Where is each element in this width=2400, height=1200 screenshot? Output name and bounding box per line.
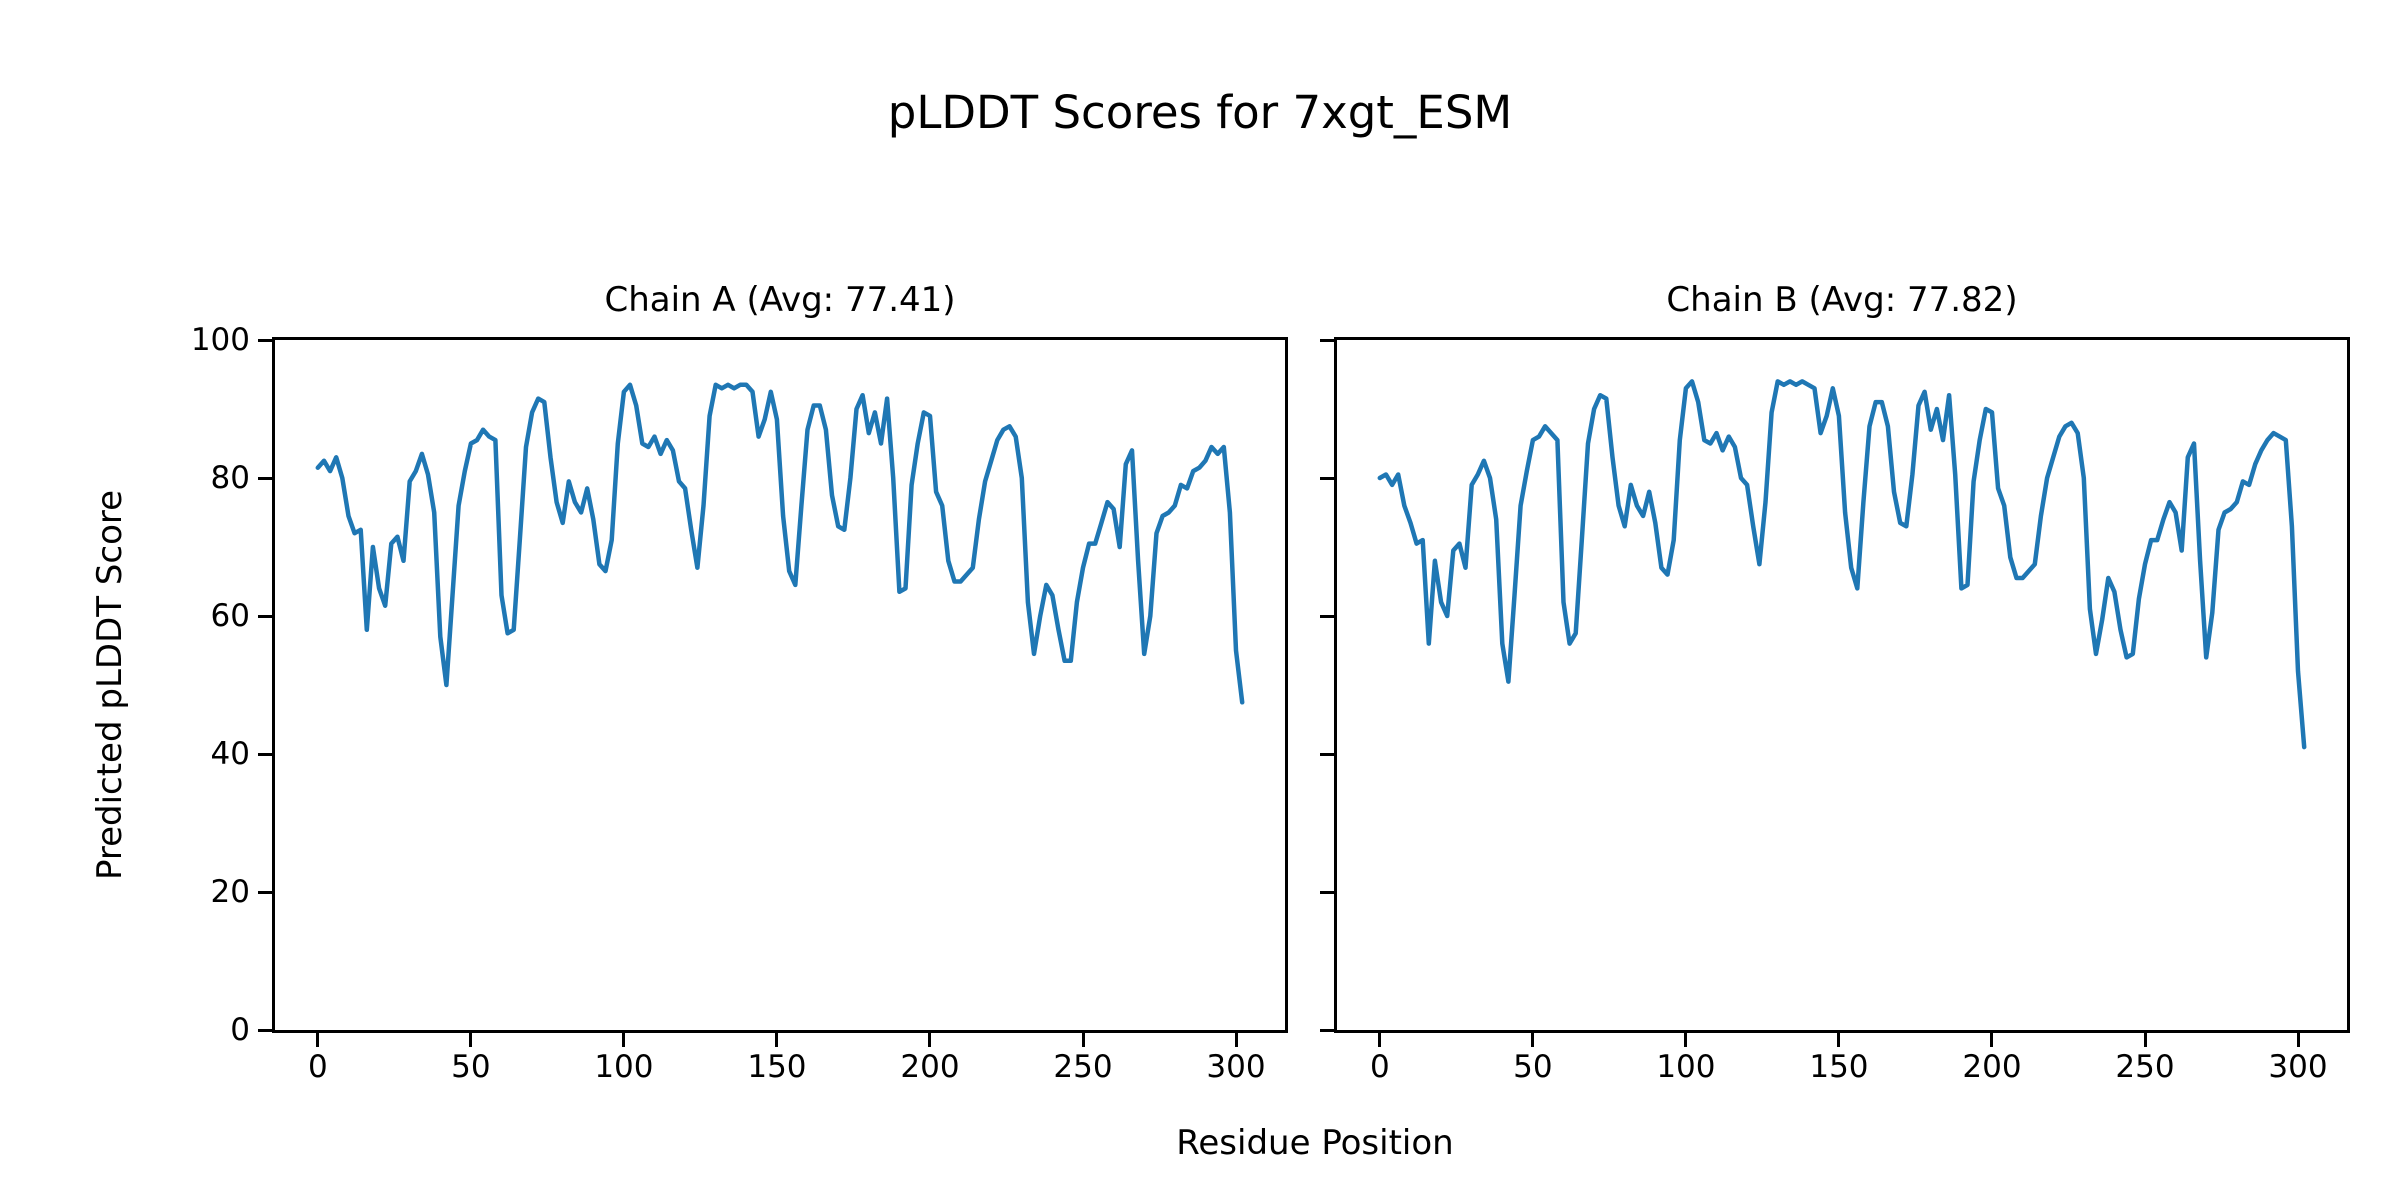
x-tick-label: 300 bbox=[2268, 1049, 2328, 1085]
x-tick-label: 100 bbox=[594, 1049, 654, 1085]
y-tick-label: 40 bbox=[210, 736, 250, 772]
x-tick-label: 50 bbox=[451, 1049, 491, 1085]
x-tick-label: 150 bbox=[1809, 1049, 1869, 1085]
y-tick bbox=[1320, 614, 1334, 618]
x-tick bbox=[316, 1033, 320, 1047]
x-axis-label: Residue Position bbox=[1176, 1123, 1454, 1163]
figure-title: pLDDT Scores for 7xgt_ESM bbox=[887, 86, 1513, 139]
y-tick bbox=[1320, 752, 1334, 756]
x-tick bbox=[1234, 1033, 1238, 1047]
y-tick bbox=[1320, 476, 1334, 480]
y-tick bbox=[258, 890, 272, 894]
chain-a-plot: Chain A (Avg: 77.41) 0 50 100 150 200 250 300 0… bbox=[191, 280, 1288, 1085]
x-tick bbox=[1531, 1033, 1535, 1047]
chain-b-title: Chain B (Avg: 77.82) bbox=[1666, 280, 2018, 320]
x-tick bbox=[622, 1033, 626, 1047]
x-tick bbox=[1378, 1033, 1382, 1047]
y-tick bbox=[1320, 1028, 1334, 1032]
x-tick bbox=[1837, 1033, 1841, 1047]
chain-b-line-chart bbox=[1377, 379, 2307, 750]
y-tick bbox=[258, 614, 272, 618]
x-tick-label: 150 bbox=[747, 1049, 807, 1085]
x-tick bbox=[775, 1033, 779, 1047]
y-tick-label: 0 bbox=[230, 1012, 250, 1048]
y-tick-label: 20 bbox=[210, 874, 250, 910]
y-tick bbox=[258, 476, 272, 480]
x-tick-label: 250 bbox=[2115, 1049, 2175, 1085]
y-tick-label: 60 bbox=[210, 598, 250, 634]
y-tick bbox=[258, 338, 272, 342]
x-tick-label: 200 bbox=[900, 1049, 960, 1085]
x-tick-label: 50 bbox=[1513, 1049, 1553, 1085]
y-tick bbox=[258, 752, 272, 756]
x-tick bbox=[928, 1033, 932, 1047]
chain-a-title: Chain A (Avg: 77.41) bbox=[604, 280, 956, 320]
y-axis-label: Predicted pLDDT Score bbox=[90, 489, 130, 881]
x-tick bbox=[2143, 1033, 2147, 1047]
x-tick bbox=[2296, 1033, 2300, 1047]
y-tick-label: 100 bbox=[190, 322, 250, 358]
x-tick bbox=[1684, 1033, 1688, 1047]
x-tick-label: 300 bbox=[1206, 1049, 1266, 1085]
x-tick-label: 200 bbox=[1962, 1049, 2022, 1085]
x-tick bbox=[469, 1033, 473, 1047]
x-tick bbox=[1081, 1033, 1085, 1047]
y-tick-label: 80 bbox=[210, 460, 250, 496]
plddt-line-chain-a bbox=[315, 382, 1245, 705]
plddt-line-chain-b bbox=[1377, 379, 2307, 750]
x-tick-label: 100 bbox=[1656, 1049, 1716, 1085]
chain-b-plot: Chain B (Avg: 77.82) 0 50 100 150 200 250 300 bbox=[1320, 280, 2350, 1085]
x-tick bbox=[1990, 1033, 1994, 1047]
y-tick bbox=[1320, 338, 1334, 342]
x-tick-label: 0 bbox=[307, 1049, 328, 1085]
chain-a-line-chart bbox=[315, 382, 1245, 705]
x-tick-label: 0 bbox=[1369, 1049, 1390, 1085]
y-tick bbox=[1320, 890, 1334, 894]
y-tick bbox=[258, 1028, 272, 1032]
x-tick-label: 250 bbox=[1053, 1049, 1113, 1085]
